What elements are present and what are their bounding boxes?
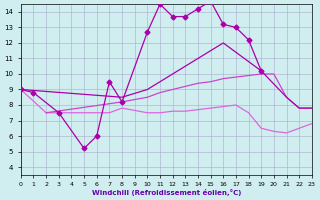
X-axis label: Windchill (Refroidissement éolien,°C): Windchill (Refroidissement éolien,°C) <box>92 189 241 196</box>
